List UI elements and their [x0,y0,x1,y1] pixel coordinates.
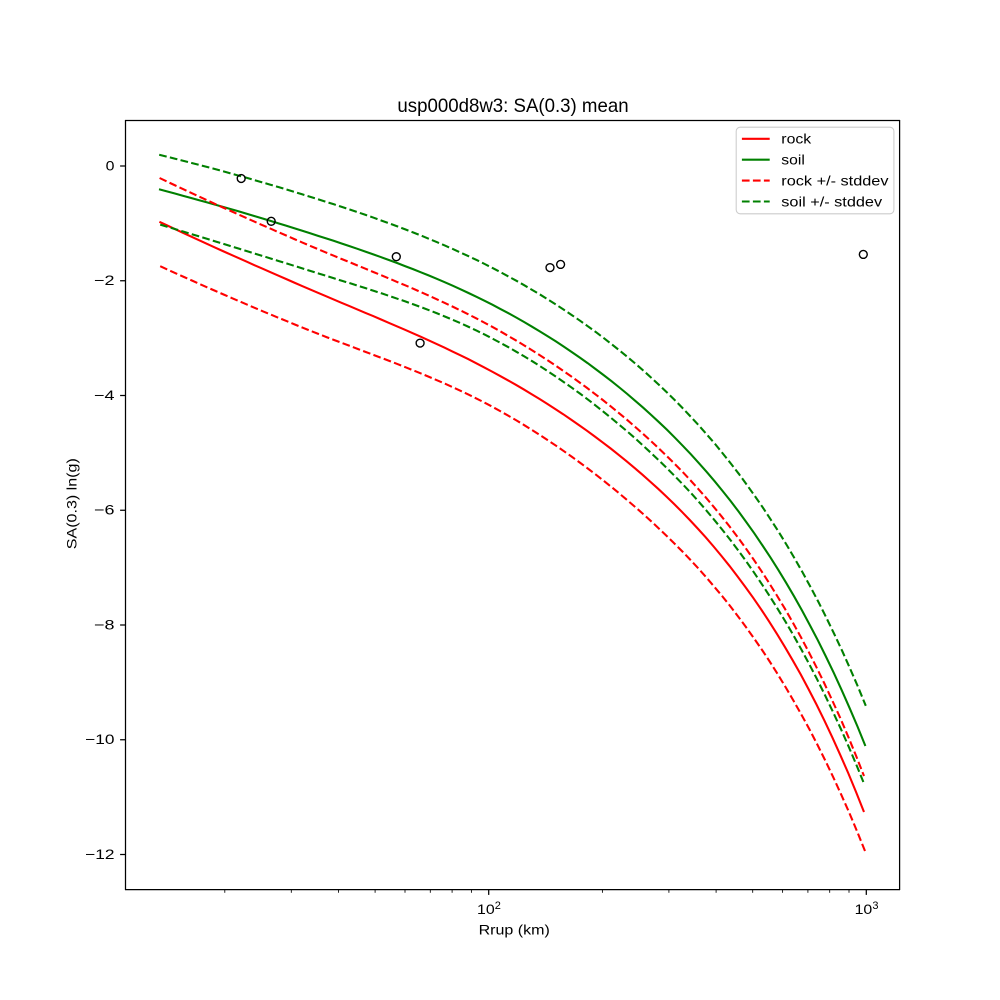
svg-text:soil +/- stddev: soil +/- stddev [781,193,882,209]
svg-text:rock: rock [781,131,811,147]
svg-text:−10: −10 [85,731,115,747]
svg-text:10: 10 [855,901,873,917]
svg-text:SA(0.3) ln(g): SA(0.3) ln(g) [63,458,79,549]
svg-text:3: 3 [872,900,878,912]
svg-text:usp000d8w3: SA(0.3) mean: usp000d8w3: SA(0.3) mean [397,95,628,117]
svg-text:−12: −12 [85,846,115,862]
svg-text:2: 2 [495,900,501,912]
svg-text:10: 10 [477,901,495,917]
svg-text:−2: −2 [94,272,115,288]
svg-text:−4: −4 [94,387,115,403]
svg-text:soil: soil [781,152,805,168]
svg-text:−8: −8 [94,616,115,632]
svg-text:0: 0 [106,157,115,173]
svg-text:−6: −6 [94,502,115,518]
svg-text:Rrup (km): Rrup (km) [479,922,550,938]
svg-text:rock +/- stddev: rock +/- stddev [781,173,888,189]
